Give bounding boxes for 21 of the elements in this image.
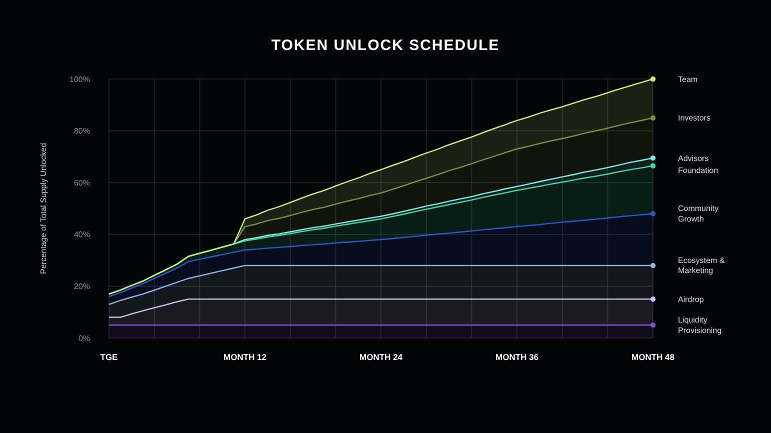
y-tick-label: 20% <box>74 282 90 291</box>
text: Airdrop <box>678 294 704 304</box>
y-tick-label: 0% <box>78 334 90 343</box>
text: Foundation <box>678 166 718 175</box>
text: Advisors <box>678 154 709 163</box>
chart-title: TOKEN UNLOCK SCHEDULE <box>271 37 500 54</box>
x-tick-label: MONTH 24 <box>360 352 403 362</box>
y-tick-label: 100% <box>70 74 90 84</box>
y-axis-title: Percentage of Total Supply Unlocked <box>39 142 48 274</box>
x-tick-label: MONTH 12 <box>224 352 267 362</box>
y-tick-label: 80% <box>74 126 90 136</box>
text: Liquidity Provisioning <box>678 315 722 335</box>
text: Ecosystem & Marketing <box>678 256 726 276</box>
text: Community Growth <box>678 204 718 224</box>
text: Investors <box>678 114 710 123</box>
y-tick-label: 40% <box>74 230 90 240</box>
y-tick-label: 60% <box>74 178 90 188</box>
x-tick-label: TGE <box>100 352 118 362</box>
x-tick-label: MONTH 36 <box>496 352 539 362</box>
x-tick-label: MONTH 48 <box>632 352 675 362</box>
text: Team <box>678 74 698 84</box>
